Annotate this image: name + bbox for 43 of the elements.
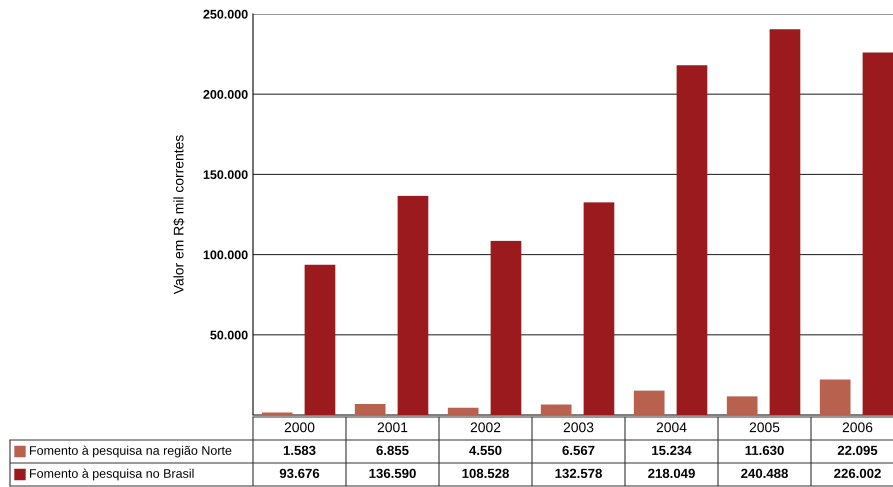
x-tick-label: 2001 (378, 422, 408, 432)
data-label: 226.002 (834, 468, 881, 478)
data-label: 218.049 (648, 468, 695, 478)
bar (540, 404, 572, 415)
y-tick-label: 100.000 (204, 250, 248, 260)
bar (676, 65, 708, 415)
data-label: 132.578 (555, 468, 602, 478)
data-label: 136.590 (369, 468, 416, 478)
data-label: 6.855 (376, 446, 409, 456)
data-label: 15.234 (652, 446, 692, 456)
x-tick-label: 2000 (284, 422, 314, 432)
bar (634, 390, 665, 415)
y-tick-label: 150.000 (204, 170, 248, 180)
bar (448, 408, 479, 415)
legend-label: Fomento à pesquisa no Brasil (30, 468, 194, 480)
data-label: 240.488 (741, 468, 788, 478)
data-label: 22.095 (838, 446, 878, 456)
x-tick-label: 2006 (842, 422, 872, 432)
bar (354, 404, 386, 415)
bar (820, 380, 851, 415)
data-label: 1.583 (284, 446, 316, 456)
y-axis-title: Valor em R$ mil correntes (173, 135, 184, 294)
bar (304, 264, 336, 415)
y-tick-label: 50.000 (210, 330, 248, 340)
data-label: 6.567 (562, 446, 594, 456)
y-tick-label: 200.000 (203, 90, 248, 99)
y-tick-label: 250.000 (203, 10, 248, 19)
x-tick-label: 2003 (564, 422, 594, 432)
bar (262, 412, 293, 415)
bar (398, 196, 428, 415)
data-label: 11.630 (746, 446, 784, 456)
data-label: 4.550 (469, 446, 502, 456)
bar (770, 29, 800, 415)
x-tick-label: 2004 (656, 422, 687, 432)
bar (862, 52, 893, 415)
x-tick-label: 2005 (750, 422, 780, 432)
data-label: 108.528 (462, 468, 509, 478)
x-tick-label: 2002 (470, 422, 500, 432)
bar (726, 396, 758, 415)
data-label: 93.676 (280, 468, 320, 478)
bar (490, 240, 522, 415)
legend-label: Fomento à pesquisa na região Norte (30, 446, 232, 458)
bar (584, 202, 614, 415)
